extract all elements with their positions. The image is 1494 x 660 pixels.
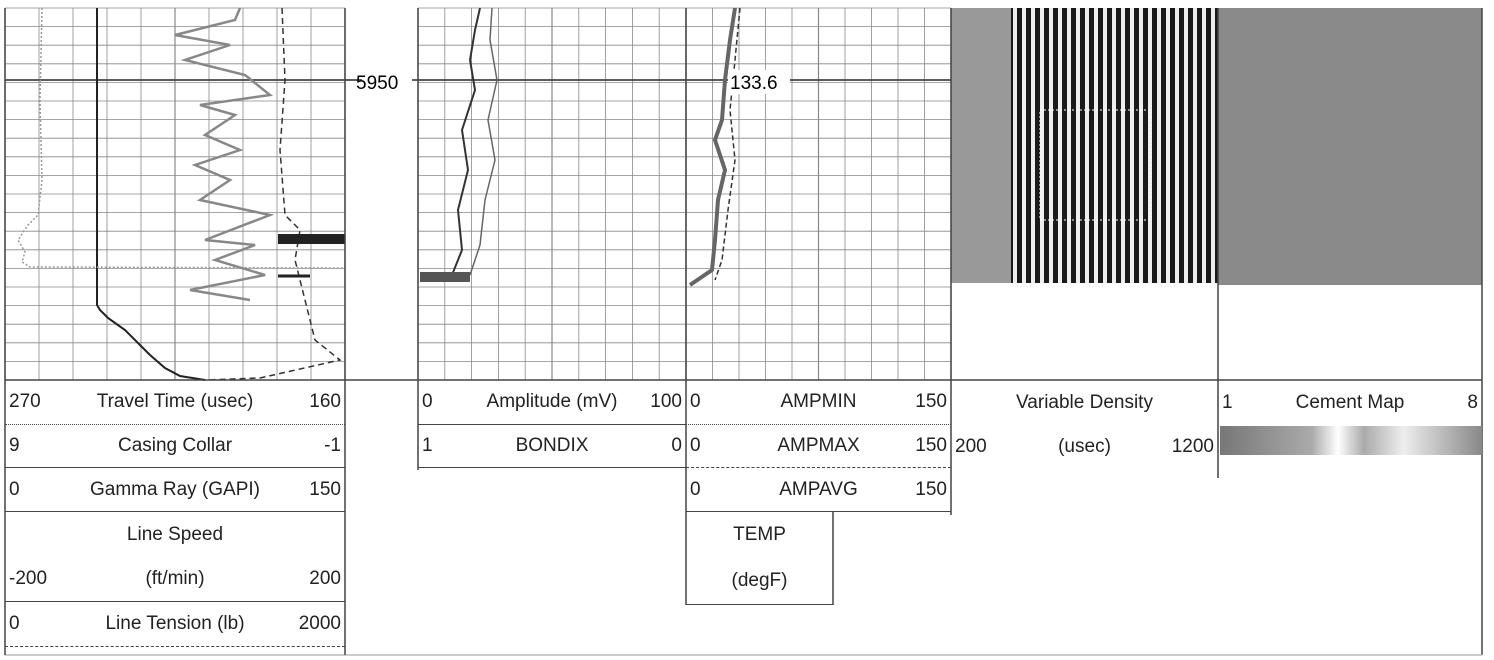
- vdl-image: [1011, 8, 1218, 283]
- temperature-annotation: 133.6: [730, 73, 778, 94]
- label-bg: [362, 70, 412, 94]
- temp-curve: [714, 7, 741, 281]
- header-left: 200: [955, 435, 987, 457]
- header-right: 160: [309, 391, 341, 412]
- header-right: 150: [915, 478, 947, 500]
- vdl-background: [951, 8, 1011, 283]
- header-row: 0 AMPMIN 150: [686, 380, 951, 425]
- header-center: Line Speed: [126, 523, 224, 545]
- header-left: 9: [9, 435, 20, 456]
- vdl-artifact: [1039, 109, 1151, 221]
- header-left: 270: [9, 391, 41, 412]
- header-left: 0: [690, 391, 701, 412]
- depth-label: 5950: [356, 73, 398, 94]
- header-left: 0: [9, 478, 20, 500]
- header-row: 270 Travel Time (usec) 160: [5, 380, 345, 425]
- header-row: -200 (ft/min) 200: [5, 557, 345, 602]
- header-center: Gamma Ray (GAPI): [90, 478, 260, 500]
- header-left: 0: [690, 435, 701, 456]
- header-right: 1200: [1171, 435, 1214, 457]
- header-right: 150: [915, 435, 947, 456]
- header-center: Casing Collar: [117, 435, 233, 456]
- header-right: 0: [671, 435, 682, 456]
- amp-curve: [688, 7, 737, 287]
- header-row: 0 Amplitude (mV) 100: [418, 380, 686, 425]
- header-row: 1 BONDIX 0: [418, 425, 686, 468]
- bondix-curve: [469, 7, 498, 276]
- header-center: Travel Time (usec): [96, 391, 254, 412]
- header-row: TEMP: [686, 512, 833, 557]
- header-row: (degF): [686, 557, 833, 605]
- gamma-ray-curve: [174, 7, 275, 302]
- travel-time-curve: [96, 8, 206, 381]
- header-right: 150: [915, 391, 947, 412]
- header-row: 0 AMPAVG 150: [686, 468, 951, 512]
- header-center: Variable Density: [1016, 391, 1153, 413]
- casing-collar-curve: [17, 7, 346, 269]
- amplitude-fill: [420, 272, 470, 282]
- header-center: AMPMIN: [780, 391, 857, 412]
- amplitude-curve: [424, 7, 481, 281]
- header-right: 8: [1467, 391, 1478, 413]
- header-left: 0: [422, 391, 433, 412]
- header-left: 1: [422, 435, 433, 456]
- line-tension-curve: [204, 7, 342, 381]
- header-right: 100: [650, 391, 682, 412]
- header-center: Amplitude (mV): [486, 391, 618, 412]
- header-center: BONDIX: [515, 435, 589, 456]
- header-row: 0 AMPMAX 150: [686, 425, 951, 468]
- header-center: TEMP: [733, 523, 786, 545]
- header-row: 1 Cement Map 8: [1218, 380, 1482, 425]
- header-row: Variable Density: [951, 380, 1218, 425]
- cement-map-scale: [1220, 426, 1482, 455]
- header-row: Line Speed: [5, 512, 345, 557]
- header-left: 0: [690, 478, 701, 500]
- header-right: 150: [309, 478, 341, 500]
- cement-map-image: [1218, 8, 1482, 285]
- header-center: Line Tension (lb): [105, 613, 245, 634]
- header-row: 9 Casing Collar -1: [5, 425, 345, 468]
- header-center: Cement Map: [1295, 391, 1405, 413]
- header-left: -200: [9, 568, 48, 589]
- header-center: (ft/min): [145, 568, 205, 589]
- label-bg: [728, 70, 790, 94]
- header-row: 0 Line Tension (lb) 2000: [5, 602, 345, 647]
- header-row: 200 (usec) 1200: [951, 425, 1218, 468]
- header-left: 0: [9, 613, 20, 634]
- header-right: 200: [309, 568, 341, 589]
- header-right: 2000: [298, 613, 341, 634]
- header-center: (usec): [1058, 435, 1111, 457]
- header-center: AMPAVG: [779, 478, 858, 500]
- marker: [278, 234, 345, 244]
- grid: [4, 7, 952, 380]
- header-center: AMPMAX: [777, 435, 860, 456]
- header-row: 0 Gamma Ray (GAPI) 150: [5, 468, 345, 512]
- header-left: 1: [1222, 391, 1233, 413]
- header-right: -1: [324, 435, 341, 456]
- header-center: (degF): [731, 569, 788, 591]
